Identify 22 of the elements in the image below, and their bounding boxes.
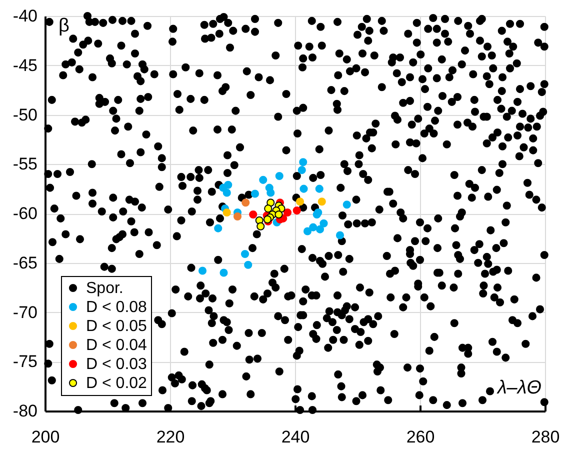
- x-tick-label: 240: [281, 428, 310, 446]
- y-tick-label: -80: [12, 402, 38, 420]
- y-tick-label: -75: [12, 352, 38, 372]
- x-tick-label: 280: [531, 428, 560, 446]
- y-tick-label: -70: [12, 302, 38, 322]
- legend-label: D < 0.02: [86, 375, 148, 392]
- y-tick-label: -45: [12, 56, 38, 75]
- x-axis-title: λ–λΘ: [496, 378, 542, 398]
- y-tick-label: -55: [12, 154, 38, 174]
- legend-label: D < 0.04: [86, 337, 148, 354]
- y-tick-label: -65: [12, 253, 38, 272]
- y-axis-title: β: [58, 16, 70, 36]
- x-tick-label: 260: [406, 428, 435, 446]
- legend-label: Spor.: [86, 280, 124, 297]
- legend-label: D < 0.03: [86, 356, 148, 373]
- y-tick-label: -40: [12, 6, 38, 26]
- legend-label: D < 0.05: [86, 318, 148, 335]
- y-tick-label: -50: [12, 105, 38, 124]
- legend-label: D < 0.08: [86, 299, 148, 316]
- y-tick-label: -60: [12, 204, 38, 223]
- x-tick-label: 220: [156, 428, 185, 446]
- x-tick-label: 200: [31, 428, 60, 446]
